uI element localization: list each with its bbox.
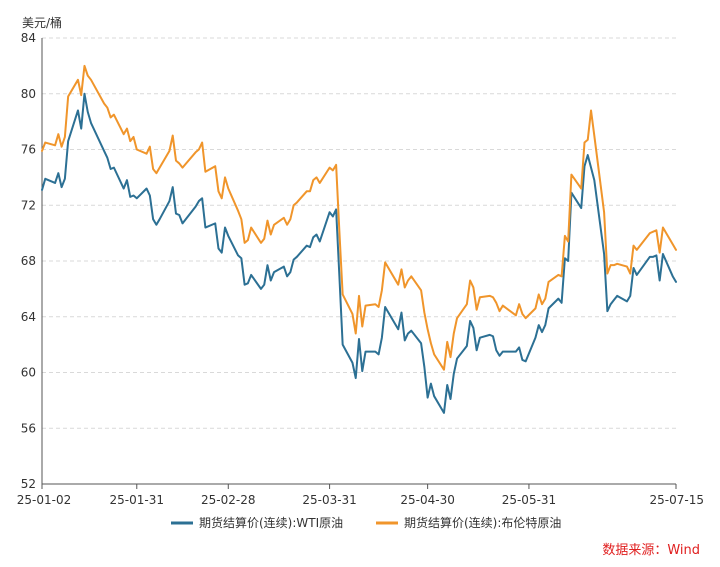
x-tick-label: 25-01-02 bbox=[17, 493, 71, 507]
x-tick-label: 25-05-31 bbox=[502, 493, 556, 507]
legend-label-1: 期货结算价(连续):布伦特原油 bbox=[404, 515, 561, 530]
x-axis: 25-01-02 25-01-31 25-02-28 25-03-31 25-04-30… bbox=[17, 38, 704, 507]
y-unit-label: 美元/桶 bbox=[22, 15, 62, 30]
legend: 期货结算价(连续):WTI原油 期货结算价(连续):布伦特原油 bbox=[171, 515, 561, 530]
gridlines bbox=[42, 37, 676, 429]
y-axis-ticks: 52 56 60 64 68 72 76 80 84 bbox=[21, 31, 36, 491]
x-tick-label: 25-07-15 bbox=[650, 493, 704, 507]
x-tick-label: 25-03-31 bbox=[302, 493, 356, 507]
y-tick-label: 52 bbox=[21, 477, 36, 491]
series-lines bbox=[41, 64, 677, 414]
y-tick-label: 56 bbox=[21, 421, 36, 435]
y-tick-label: 60 bbox=[21, 366, 36, 380]
legend-label-0: 期货结算价(连续):WTI原油 bbox=[199, 515, 343, 530]
data-source-label: 数据来源：Wind bbox=[602, 543, 700, 558]
x-tick-label: 25-04-30 bbox=[400, 493, 454, 507]
y-tick-label: 80 bbox=[21, 87, 36, 101]
series-line-1 bbox=[41, 64, 677, 371]
y-tick-label: 84 bbox=[21, 31, 36, 45]
series-line-0 bbox=[41, 92, 677, 414]
x-tick-label: 25-01-31 bbox=[110, 493, 164, 507]
x-tick-label: 25-02-28 bbox=[201, 493, 255, 507]
y-tick-label: 72 bbox=[21, 198, 36, 212]
y-tick-label: 68 bbox=[21, 254, 36, 268]
y-tick-label: 64 bbox=[21, 310, 36, 324]
y-tick-label: 76 bbox=[21, 143, 36, 157]
